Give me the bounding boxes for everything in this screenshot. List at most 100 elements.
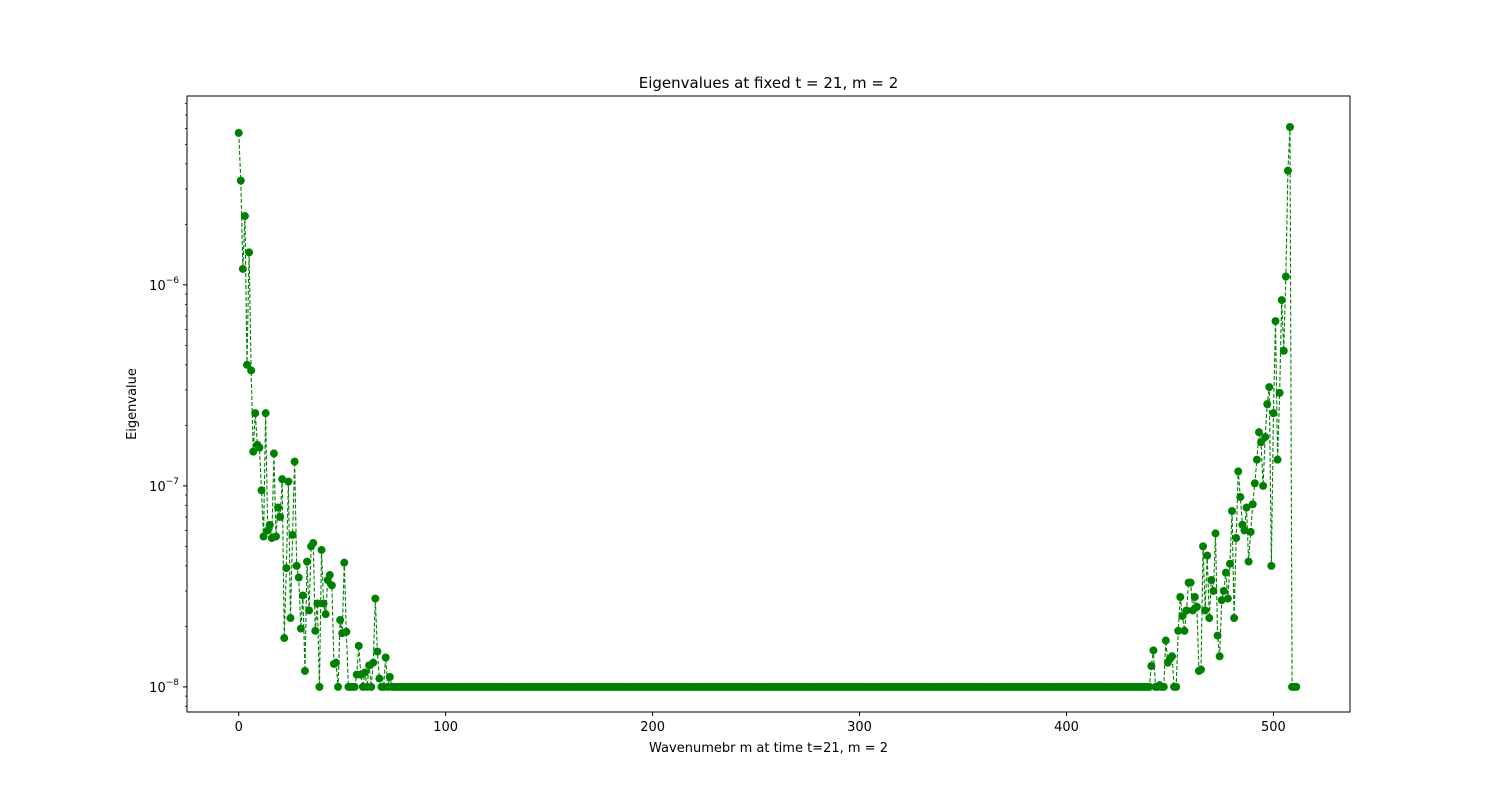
data-point — [1207, 576, 1216, 585]
data-point — [327, 581, 336, 590]
data-point — [1244, 557, 1253, 566]
data-point — [1248, 500, 1257, 509]
data-point — [286, 614, 295, 623]
data-point — [1221, 568, 1230, 577]
data-point — [1277, 296, 1286, 305]
data-point — [315, 682, 324, 691]
data-point — [1182, 606, 1191, 615]
data-point — [1250, 479, 1259, 488]
data-point — [1178, 612, 1187, 621]
data-point — [238, 264, 247, 273]
data-point — [1168, 652, 1177, 661]
data-point — [269, 449, 278, 458]
data-point — [303, 557, 312, 566]
data-point — [1190, 593, 1199, 601]
data-point — [350, 682, 359, 691]
data-point — [1199, 542, 1208, 551]
data-point — [271, 532, 280, 541]
data-point — [1203, 551, 1212, 560]
data-point — [292, 561, 301, 570]
data-point — [1228, 506, 1237, 515]
data-point — [257, 486, 266, 495]
data-point — [1269, 409, 1278, 418]
x-tick-label: 300 — [847, 720, 872, 735]
data-point — [336, 616, 345, 625]
data-point — [1225, 559, 1234, 568]
data-point — [1211, 529, 1220, 538]
data-point — [1281, 272, 1290, 281]
y-tick-label: 10−8 — [149, 678, 179, 696]
data-point — [1223, 594, 1232, 603]
data-point — [294, 573, 303, 582]
data-point — [1209, 586, 1218, 595]
data-point — [251, 409, 260, 418]
data-point — [1205, 614, 1214, 623]
data-point — [290, 457, 299, 466]
x-axis-label: Wavenumebr m at time t=21, m = 2 — [649, 741, 888, 756]
data-point — [332, 658, 340, 667]
y-tick-label: 10−6 — [149, 276, 179, 294]
x-tick-label: 500 — [1261, 720, 1286, 735]
data-point — [1232, 534, 1241, 543]
data-point — [1263, 400, 1272, 409]
data-point — [360, 668, 369, 677]
data-point — [1279, 346, 1288, 355]
data-point — [278, 475, 287, 484]
data-point — [265, 520, 274, 529]
data-point — [334, 682, 343, 691]
data-point — [1246, 527, 1255, 536]
data-point — [373, 647, 382, 656]
data-point — [1213, 631, 1222, 640]
data-point — [311, 626, 320, 635]
data-point — [309, 538, 318, 547]
data-point — [317, 545, 326, 554]
data-point — [240, 212, 249, 221]
series-layer — [234, 122, 1301, 691]
data-point — [1292, 682, 1301, 691]
data-point — [298, 591, 307, 600]
data-point — [385, 672, 394, 681]
data-point — [305, 606, 314, 615]
data-point — [1174, 626, 1183, 635]
x-tick-label: 0 — [235, 720, 243, 735]
x-tick-label: 100 — [433, 720, 458, 735]
data-point — [1236, 493, 1245, 502]
y-tick-label: 10−7 — [149, 477, 179, 495]
data-point — [259, 532, 268, 541]
data-point — [300, 666, 309, 675]
data-point — [247, 366, 256, 375]
data-point — [288, 530, 297, 539]
chart-title: Eigenvalues at fixed t = 21, m = 2 — [639, 74, 899, 92]
data-point — [1197, 665, 1205, 674]
data-point — [321, 610, 330, 619]
data-point — [284, 477, 293, 486]
data-point — [1254, 428, 1263, 437]
data-point — [1176, 593, 1185, 601]
data-point — [1180, 626, 1189, 635]
data-point — [276, 513, 285, 522]
data-point — [234, 128, 243, 137]
data-point — [1172, 682, 1181, 691]
data-point — [325, 571, 334, 580]
data-point — [1275, 388, 1284, 397]
data-point — [1230, 614, 1239, 623]
data-point — [340, 558, 349, 567]
data-point — [1201, 606, 1210, 615]
data-point — [255, 443, 264, 452]
data-point — [367, 682, 376, 691]
data-point — [1283, 166, 1292, 175]
data-point — [1240, 526, 1249, 535]
data-point — [1149, 646, 1158, 655]
data-point — [296, 624, 305, 633]
data-point — [245, 248, 254, 257]
y-axis-label: Eigenvalue — [125, 368, 140, 440]
data-point — [1261, 433, 1270, 442]
data-point — [381, 653, 390, 662]
data-point — [280, 634, 289, 643]
data-point — [249, 447, 258, 456]
data-point — [1215, 652, 1224, 661]
data-point — [1271, 317, 1280, 326]
data-point — [1192, 602, 1201, 611]
